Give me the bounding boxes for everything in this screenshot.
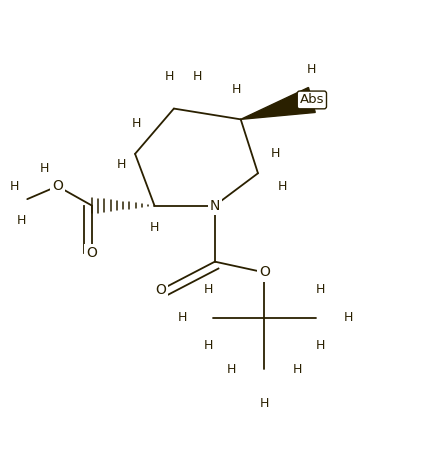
Text: H: H xyxy=(260,397,269,410)
Text: H: H xyxy=(277,180,287,193)
Text: H: H xyxy=(316,283,326,296)
Text: H: H xyxy=(307,63,316,76)
Text: H: H xyxy=(227,363,237,376)
Text: H: H xyxy=(178,311,187,324)
Text: Abs: Abs xyxy=(299,94,324,107)
Text: O: O xyxy=(86,246,97,260)
Text: H: H xyxy=(316,339,326,352)
Text: H: H xyxy=(16,214,26,227)
Text: N: N xyxy=(210,198,220,212)
Text: H: H xyxy=(132,117,141,130)
Text: H: H xyxy=(231,83,241,96)
Text: H: H xyxy=(117,158,126,171)
Text: O: O xyxy=(52,179,63,193)
Text: H: H xyxy=(203,283,213,296)
Polygon shape xyxy=(241,87,315,119)
Text: H: H xyxy=(165,70,174,83)
Text: H: H xyxy=(293,363,302,376)
Text: H: H xyxy=(203,339,213,352)
Text: O: O xyxy=(155,283,166,297)
Text: H: H xyxy=(271,147,280,160)
Text: H: H xyxy=(344,311,354,324)
Text: O: O xyxy=(259,266,270,279)
Text: H: H xyxy=(150,220,159,234)
Text: H: H xyxy=(193,70,202,83)
Text: H: H xyxy=(40,162,49,176)
Text: H: H xyxy=(10,180,20,193)
